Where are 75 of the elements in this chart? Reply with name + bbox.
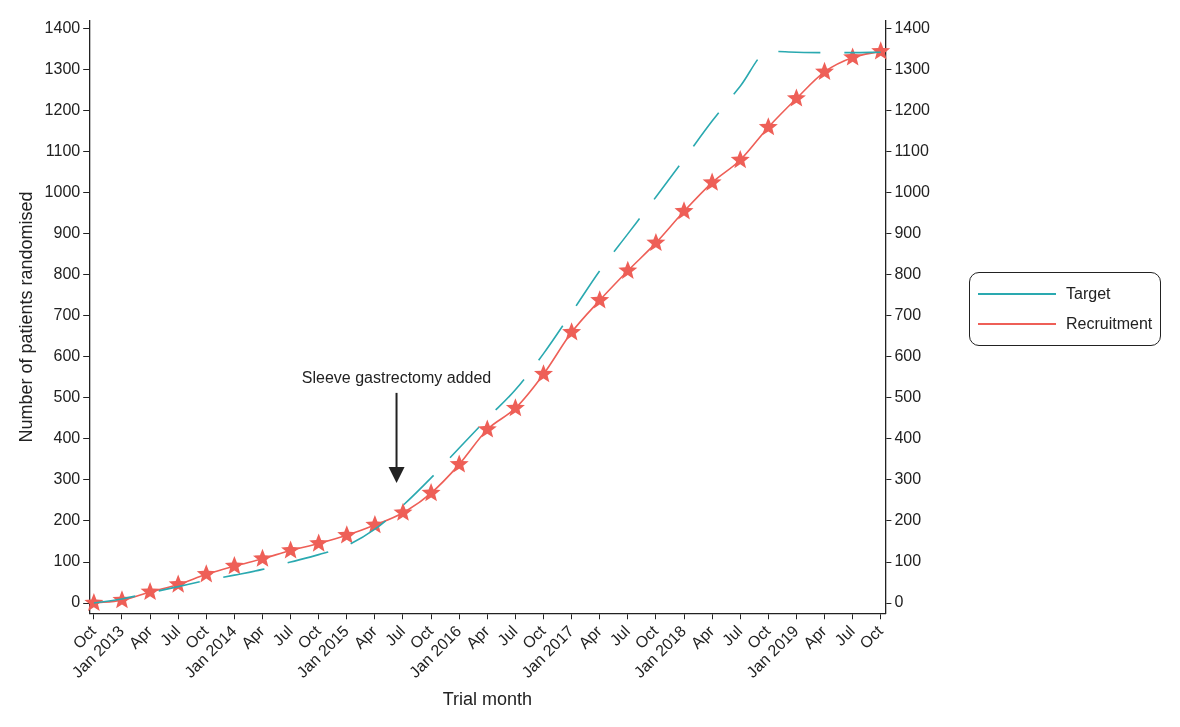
point — [421, 483, 441, 502]
y-tick-label: 0 — [71, 593, 81, 611]
point — [252, 548, 272, 567]
y2-tick-label: 600 — [894, 347, 922, 365]
legend-label: Target — [1066, 284, 1111, 303]
point — [730, 150, 750, 169]
point — [224, 556, 244, 575]
y2-tick-label: 300 — [894, 470, 922, 488]
x-tick-label: Jul — [606, 622, 634, 649]
y2-tick-label: 1200 — [894, 101, 931, 119]
y-tick-label: 400 — [53, 429, 81, 447]
y-tick-label: 600 — [53, 347, 81, 365]
y2-tick-label: 200 — [894, 511, 922, 529]
x-tick-label: Jul — [156, 622, 184, 649]
point — [871, 41, 891, 60]
y2-tick-label: 1000 — [894, 183, 931, 201]
y2-tick-label: 900 — [894, 224, 922, 242]
y2-tick-label: 1400 — [894, 19, 931, 37]
x-tick-label: Oct — [856, 621, 887, 652]
y-tick-label: 1000 — [44, 183, 81, 201]
y2-tick-label: 0 — [894, 593, 904, 611]
x-tick-label: Jul — [718, 622, 746, 649]
point — [646, 232, 666, 251]
y-tick-label: 100 — [53, 552, 81, 570]
y-tick-label: 900 — [53, 224, 81, 242]
point — [196, 564, 216, 583]
point — [786, 88, 806, 107]
y2-tick-label: 500 — [894, 388, 922, 406]
point — [618, 260, 638, 279]
point — [337, 525, 357, 544]
point — [815, 61, 835, 80]
point — [477, 419, 497, 438]
y-tick-label: 800 — [53, 265, 81, 283]
x-tick-label: Apr — [238, 621, 269, 652]
y2-tick-label: 1300 — [894, 60, 931, 78]
x-tick-label: Apr — [462, 621, 494, 652]
legend-label: Recruitment — [1066, 314, 1153, 333]
point — [590, 290, 610, 309]
y-axis-title: Number of patients randomised — [15, 191, 36, 443]
point — [449, 454, 469, 473]
point — [758, 117, 778, 136]
y-tick-label: 500 — [53, 388, 81, 406]
y-tick-label: 200 — [53, 511, 81, 529]
y2-tick-label: 800 — [894, 265, 922, 283]
point — [533, 364, 554, 383]
annotation: Sleeve gastrectomy added — [301, 368, 492, 386]
y-tick-label: 1200 — [44, 101, 81, 119]
x-tick-label: Apr — [800, 621, 831, 652]
y2-tick-label: 700 — [894, 306, 922, 324]
x-tick-label: Apr — [350, 621, 381, 652]
x-tick-label: Jul — [494, 622, 521, 649]
point — [393, 502, 413, 521]
x-axis-title: Trial month — [442, 689, 532, 710]
y-tick-label: 1400 — [44, 19, 81, 37]
x-tick-label: Jul — [381, 622, 409, 649]
point — [702, 172, 722, 191]
x-tick-label: Jul — [831, 622, 858, 649]
point — [562, 322, 582, 341]
y-tick-label: 1100 — [45, 142, 81, 160]
y-tick-label: 300 — [53, 470, 81, 488]
y2-tick-label: 100 — [894, 552, 922, 570]
y-tick-label: 700 — [53, 306, 81, 324]
x-tick-label: Apr — [125, 621, 156, 652]
point — [843, 47, 863, 66]
x-tick-label: Apr — [687, 621, 718, 652]
point — [674, 201, 694, 220]
y2-tick-label: 1100 — [894, 142, 929, 160]
x-tick-label: Apr — [575, 621, 606, 652]
point — [281, 540, 301, 559]
y-tick-label: 1300 — [44, 60, 81, 78]
point — [140, 581, 160, 601]
point — [309, 533, 329, 552]
y2-tick-label: 400 — [894, 429, 922, 447]
x-tick-label: Jul — [269, 622, 296, 649]
point — [505, 398, 525, 417]
